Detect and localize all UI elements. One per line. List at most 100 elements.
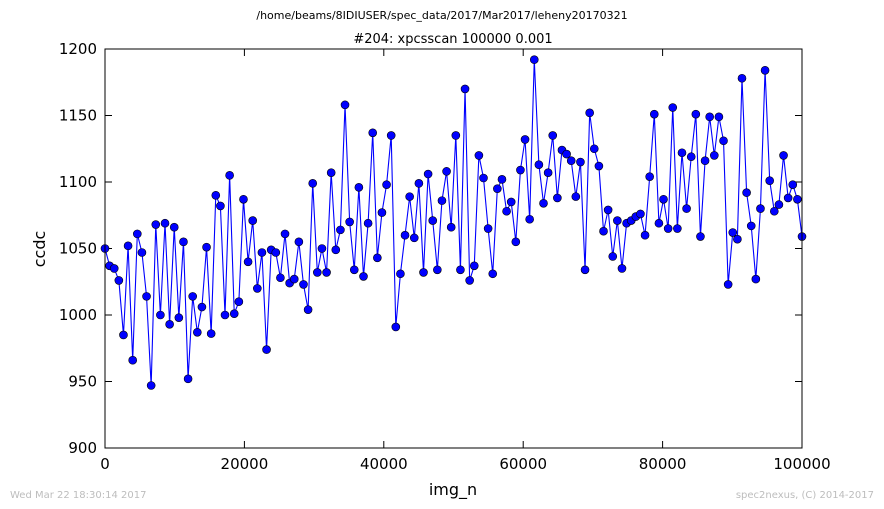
data-point [709, 151, 719, 160]
data-point [654, 218, 664, 228]
data-point [465, 276, 474, 285]
data-point [659, 194, 668, 204]
data-point [580, 265, 590, 275]
data-point [188, 292, 197, 301]
data-point [571, 192, 581, 201]
data-point [114, 276, 124, 285]
data-point [405, 192, 414, 201]
data-point [234, 297, 244, 307]
data-point [243, 257, 253, 267]
data-point [386, 131, 396, 140]
data-point [423, 169, 433, 179]
y-tick-label: 950 [68, 373, 97, 391]
data-point [137, 248, 147, 257]
data-point [239, 194, 248, 204]
data-point [636, 209, 645, 219]
data-point [474, 151, 484, 160]
data-point [257, 248, 267, 257]
data-point [645, 172, 654, 181]
data-point [714, 112, 724, 122]
x-tick-label: 0 [100, 455, 110, 473]
y-tick-label: 900 [68, 439, 97, 457]
data-point [119, 330, 128, 340]
data-point [359, 272, 368, 281]
data-point [248, 216, 258, 225]
data-point [566, 156, 576, 166]
data-point [779, 151, 788, 160]
data-point [719, 136, 728, 146]
data-point [133, 229, 142, 239]
data-point [788, 180, 798, 189]
data-point [211, 191, 221, 200]
chart-title: #204: xpcsscan 100000 0.001 [353, 32, 552, 47]
data-point [225, 171, 234, 180]
x-tick-label: 80000 [639, 455, 687, 473]
data-point [156, 310, 165, 320]
file-path-title: /home/beams/8IDIUSER/spec_data/2017/Mar2… [256, 9, 627, 22]
y-tick-label: 1000 [59, 306, 97, 324]
data-point [396, 269, 405, 279]
data-point [322, 268, 331, 277]
data-point [649, 109, 659, 119]
data-point [409, 233, 419, 243]
data-point [682, 204, 691, 213]
x-tick-label: 60000 [499, 455, 547, 473]
data-point [220, 310, 230, 320]
data-point [608, 252, 618, 261]
data-point [534, 160, 544, 170]
y-tick-label: 1100 [59, 173, 97, 191]
x-axis-label: img_n [429, 480, 477, 500]
x-tick-label: 100000 [773, 455, 830, 473]
data-point [589, 144, 599, 154]
data-point [705, 112, 714, 122]
data-point [525, 214, 534, 224]
data-point [197, 302, 207, 312]
x-tick-label: 40000 [360, 455, 408, 473]
data-point [382, 180, 391, 189]
data-point [151, 220, 161, 229]
data-point [469, 261, 479, 271]
data-point [308, 179, 318, 188]
data-point [174, 313, 184, 322]
data-point [299, 280, 308, 289]
data-point [146, 381, 156, 390]
data-point [169, 222, 179, 232]
data-point [751, 274, 761, 284]
data-point [585, 108, 594, 118]
data-point [229, 309, 239, 318]
data-point [377, 208, 387, 217]
data-point [183, 374, 193, 384]
data-point [373, 253, 382, 263]
data-point [479, 173, 488, 183]
plot-area: 0 20000 40000 60000 80000 100000 900 950 1000 105… [59, 40, 831, 473]
series-line [104, 59, 803, 386]
data-point [336, 225, 345, 235]
data-point [460, 84, 470, 94]
data-point [345, 217, 354, 227]
data-point [548, 131, 558, 140]
footer-credit: spec2nexus, (C) 2014-2017 [736, 490, 874, 501]
data-point [497, 175, 507, 184]
data-point [433, 265, 442, 275]
data-point [686, 152, 696, 162]
data-point [696, 232, 705, 241]
data-point [640, 230, 650, 240]
data-point [488, 269, 498, 279]
data-point [594, 161, 604, 171]
data-point [340, 100, 350, 110]
data-point [368, 128, 378, 138]
data-point [271, 248, 281, 257]
data-point [391, 322, 401, 332]
data-point [253, 284, 262, 293]
data-point [553, 193, 562, 203]
data-point [160, 218, 170, 228]
data-point [677, 148, 687, 158]
data-point [539, 198, 548, 208]
data-point [663, 224, 673, 233]
data-point [165, 320, 174, 329]
data-point [673, 224, 682, 233]
data-point [599, 226, 608, 236]
footer-timestamp: Wed Mar 22 18:30:14 2017 [10, 490, 146, 501]
data-point [746, 221, 756, 231]
